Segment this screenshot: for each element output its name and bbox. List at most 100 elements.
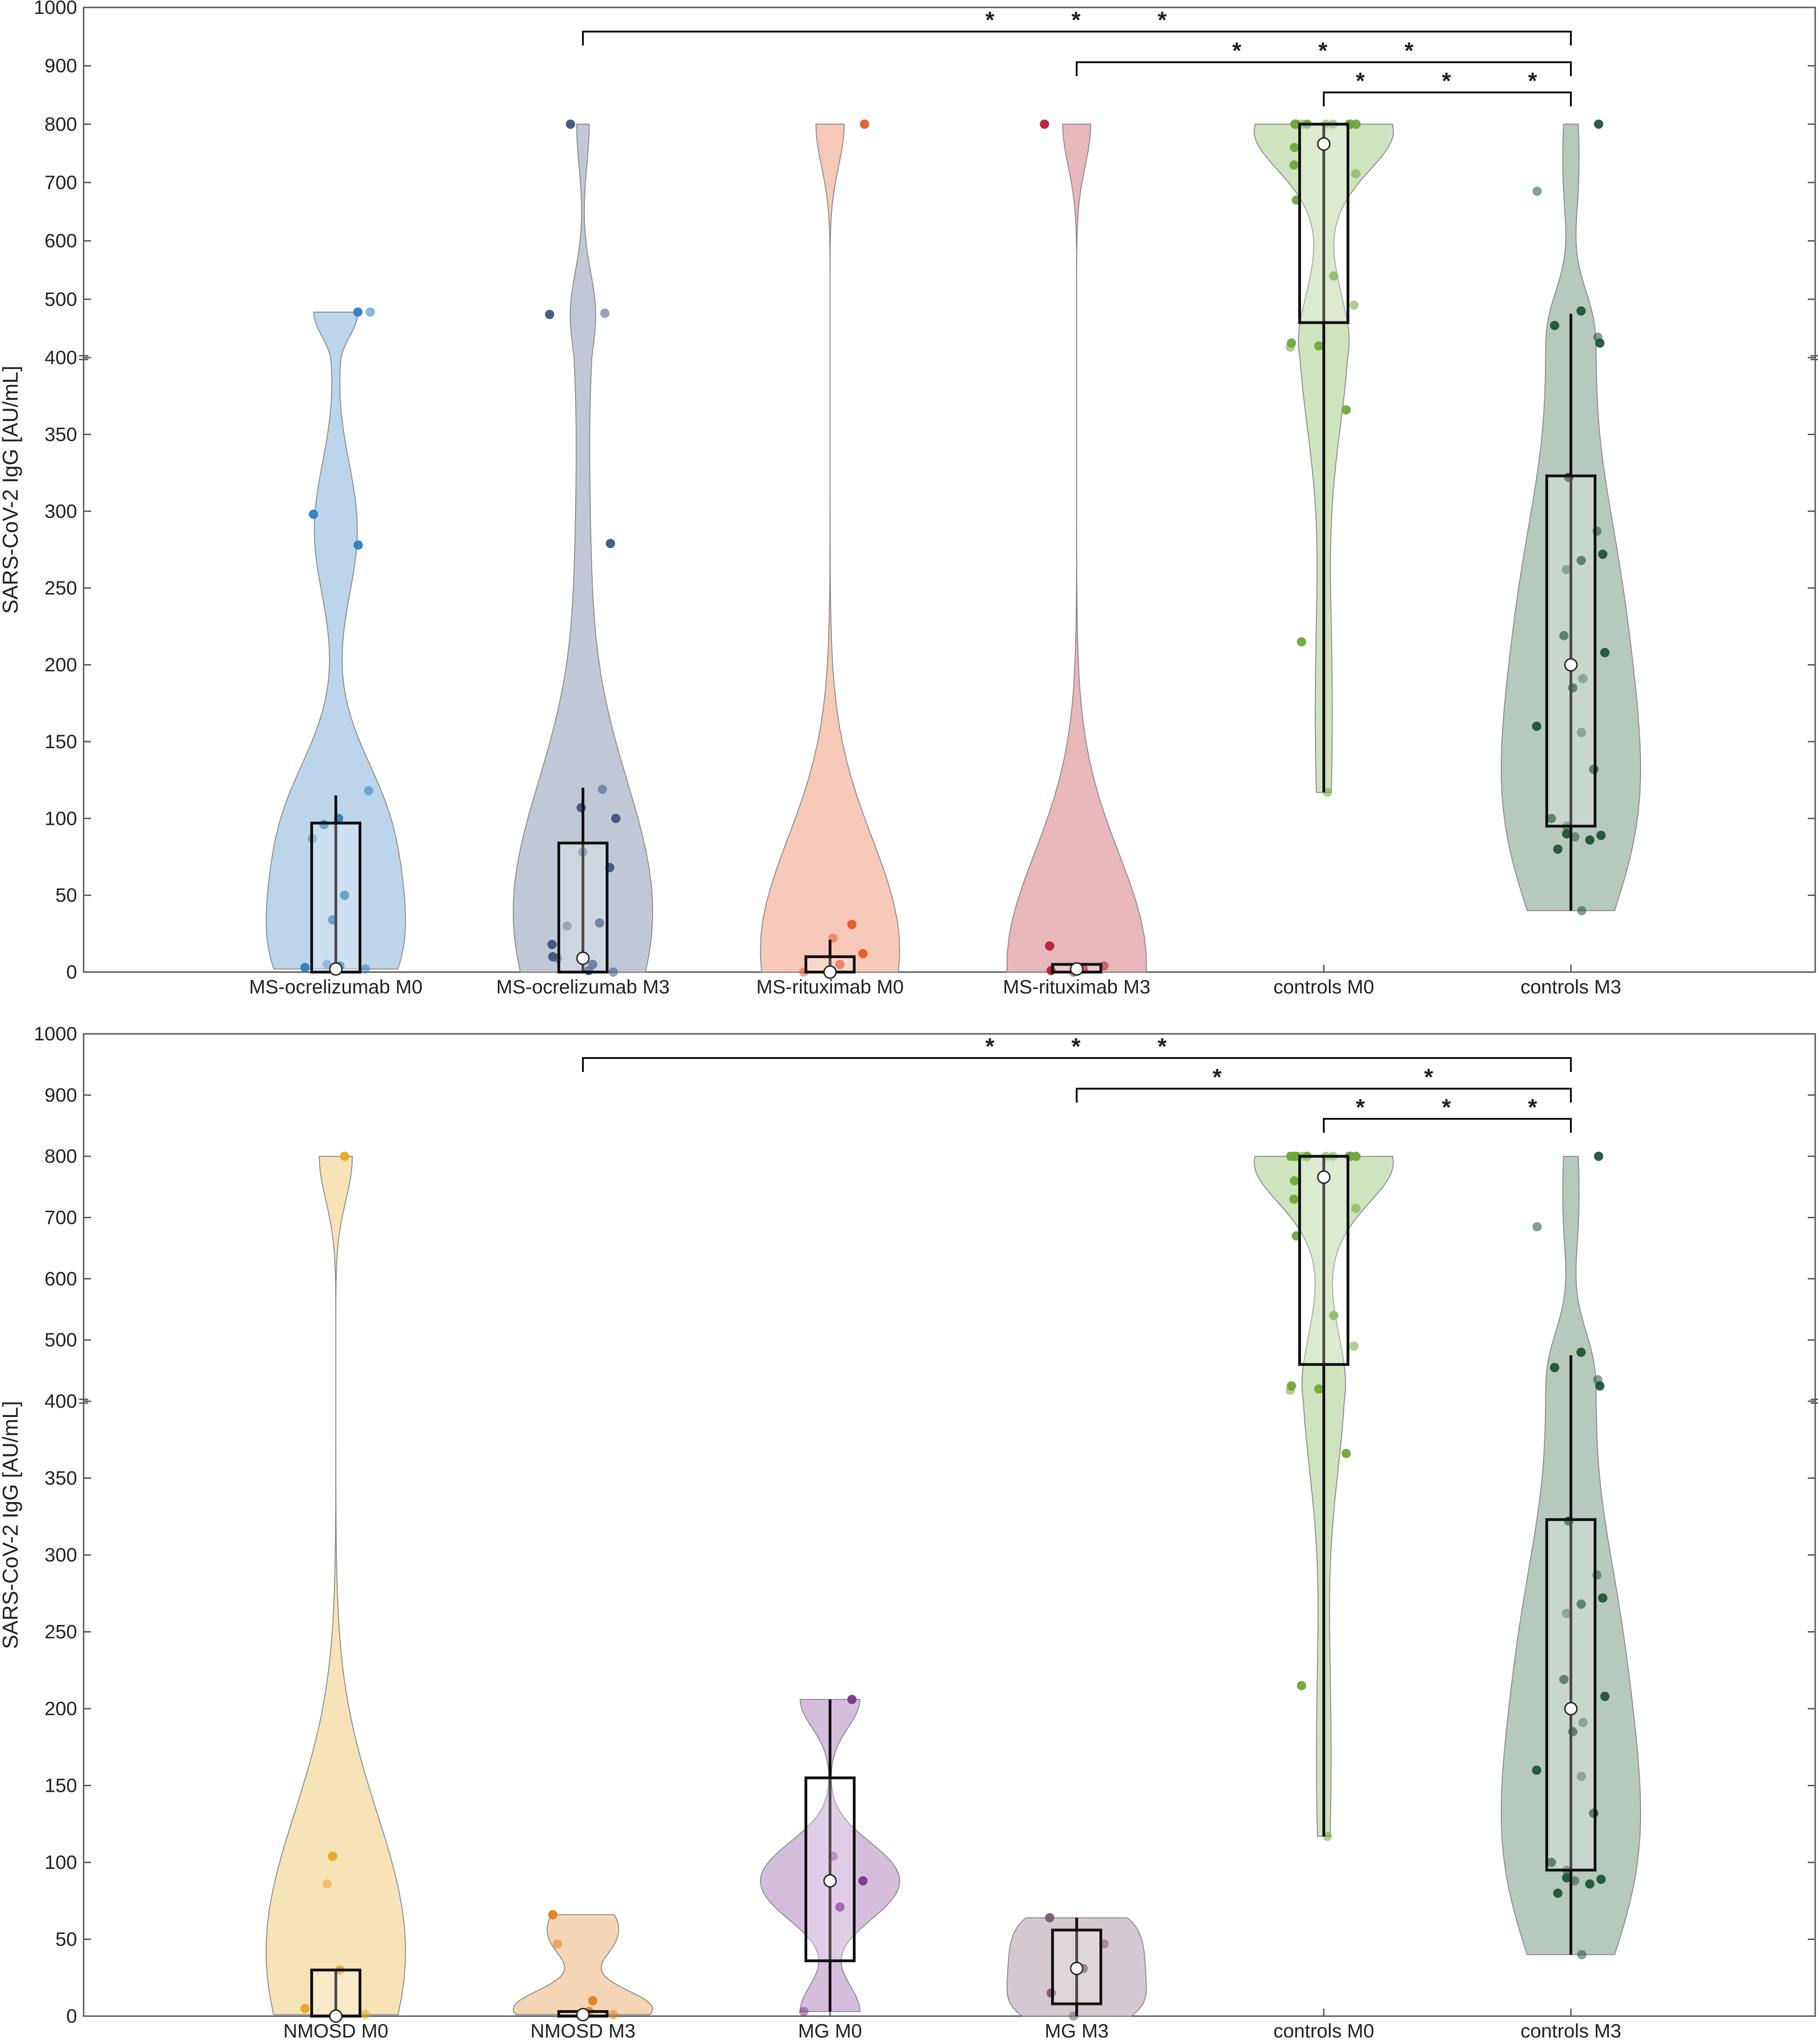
y-tick-label: 700 (45, 171, 77, 193)
data-point (1045, 1913, 1054, 1923)
median-marker (1564, 658, 1578, 672)
y-tick-label: 150 (45, 1775, 77, 1796)
violin-controls-m3: controls M3 (1501, 119, 1641, 998)
data-point (1532, 1765, 1542, 1775)
bracket-line (1323, 91, 1572, 106)
data-point (1576, 1347, 1586, 1357)
median-marker (1317, 1170, 1331, 1184)
data-point (860, 119, 870, 129)
significance-bracket: * * * (582, 7, 1572, 46)
y-tick-label: 800 (45, 113, 77, 135)
y-tick-label: 400 (45, 346, 77, 368)
y-tick-label: 1000 (34, 1023, 77, 1045)
data-point (1559, 1675, 1569, 1685)
data-point (1593, 333, 1602, 342)
data-point (1598, 549, 1608, 559)
axes-frame (83, 7, 1816, 973)
y-tick-label: 900 (45, 1084, 77, 1106)
bracket-line (582, 1057, 1572, 1072)
significance-stars: * * * (1356, 68, 1539, 94)
data-point (835, 1902, 845, 1912)
y-tick-label: 500 (45, 1329, 77, 1351)
data-point (1314, 1384, 1324, 1394)
median-marker (823, 1874, 837, 1888)
data-point (1562, 565, 1571, 575)
iqr-box (310, 822, 361, 973)
x-tick-label: NMOSD M3 (530, 2020, 635, 2042)
data-point (1329, 271, 1339, 281)
x-tick-label: MG M3 (1045, 2020, 1109, 2042)
top-violin-panel: 0 50 100 150 200 250 300 350 400 500 600 700 800 900 1… (0, 0, 1818, 998)
data-point (340, 1151, 349, 1161)
data-point (1585, 835, 1595, 845)
data-point (308, 509, 318, 519)
data-point (1289, 1194, 1299, 1204)
data-point (588, 960, 598, 969)
violin-ms-rituximab-m3: MS-rituximab M3 (1003, 119, 1151, 998)
data-point (360, 964, 370, 974)
y-tick-label: 1000 (34, 0, 77, 18)
data-point (799, 2007, 809, 2017)
data-point (847, 920, 857, 929)
violin-body (512, 124, 654, 973)
x-tick-label: controls M3 (1520, 976, 1621, 998)
y-tick-label: 200 (45, 1698, 77, 1719)
data-point (1576, 1771, 1586, 1781)
significance-bracket: * * (1076, 1064, 1572, 1103)
y-tick-label: 600 (45, 230, 77, 252)
data-point (595, 918, 604, 928)
data-point (1559, 631, 1569, 640)
data-point (858, 1876, 868, 1886)
significance-stars: * * (1213, 1064, 1435, 1090)
data-point (608, 2010, 618, 2019)
data-point (548, 952, 558, 961)
y-tick-label: 800 (45, 1145, 77, 1167)
data-point (1576, 728, 1586, 738)
x-tick-label: controls M0 (1273, 976, 1374, 998)
y-tick-label: 350 (45, 1467, 77, 1489)
data-point (1600, 1691, 1610, 1701)
violin-body (265, 1156, 406, 2015)
data-point (1329, 1311, 1339, 1320)
data-point (835, 960, 845, 969)
data-point (600, 308, 610, 318)
y-tick-label: 600 (45, 1267, 77, 1289)
data-point (608, 967, 618, 977)
data-point (1562, 1608, 1571, 1618)
data-point (1289, 160, 1299, 170)
significance-bracket: * * * (582, 1033, 1572, 1072)
x-tick-label: MS-rituximab M0 (756, 976, 903, 998)
data-point (606, 539, 615, 549)
iqr-box (310, 1968, 361, 2018)
x-tick-label: MS-rituximab M3 (1003, 976, 1150, 998)
data-point (1594, 1151, 1603, 1161)
data-point (1351, 1203, 1361, 1213)
data-point (1289, 143, 1299, 152)
y-tick-label: 0 (66, 2005, 77, 2027)
violin-controls-m0: controls M0 (1253, 119, 1394, 998)
data-point (340, 890, 349, 900)
data-point (300, 2004, 310, 2013)
data-point (1598, 1593, 1608, 1603)
bracket-line (1076, 1088, 1572, 1103)
x-tick-label: NMOSD M0 (283, 2020, 388, 2042)
violin-controls-m0: controls M0 (1253, 1151, 1394, 2042)
median-marker (1564, 1702, 1578, 1716)
data-point (1045, 941, 1054, 951)
data-point (547, 940, 557, 949)
data-point (1287, 338, 1296, 348)
data-point (364, 786, 373, 796)
iqr-box (804, 1776, 856, 1962)
y-tick-label: 300 (45, 1544, 77, 1566)
data-point (588, 1996, 598, 2005)
data-point (1532, 721, 1542, 731)
data-point (1287, 1381, 1296, 1391)
median-marker (329, 2009, 343, 2023)
data-point (353, 540, 363, 550)
data-point (1578, 1717, 1588, 1727)
violin-body (265, 312, 406, 970)
y-tick-label: 250 (45, 1621, 77, 1643)
data-point (300, 963, 310, 973)
data-point (1550, 320, 1559, 330)
data-point (1593, 1375, 1602, 1384)
